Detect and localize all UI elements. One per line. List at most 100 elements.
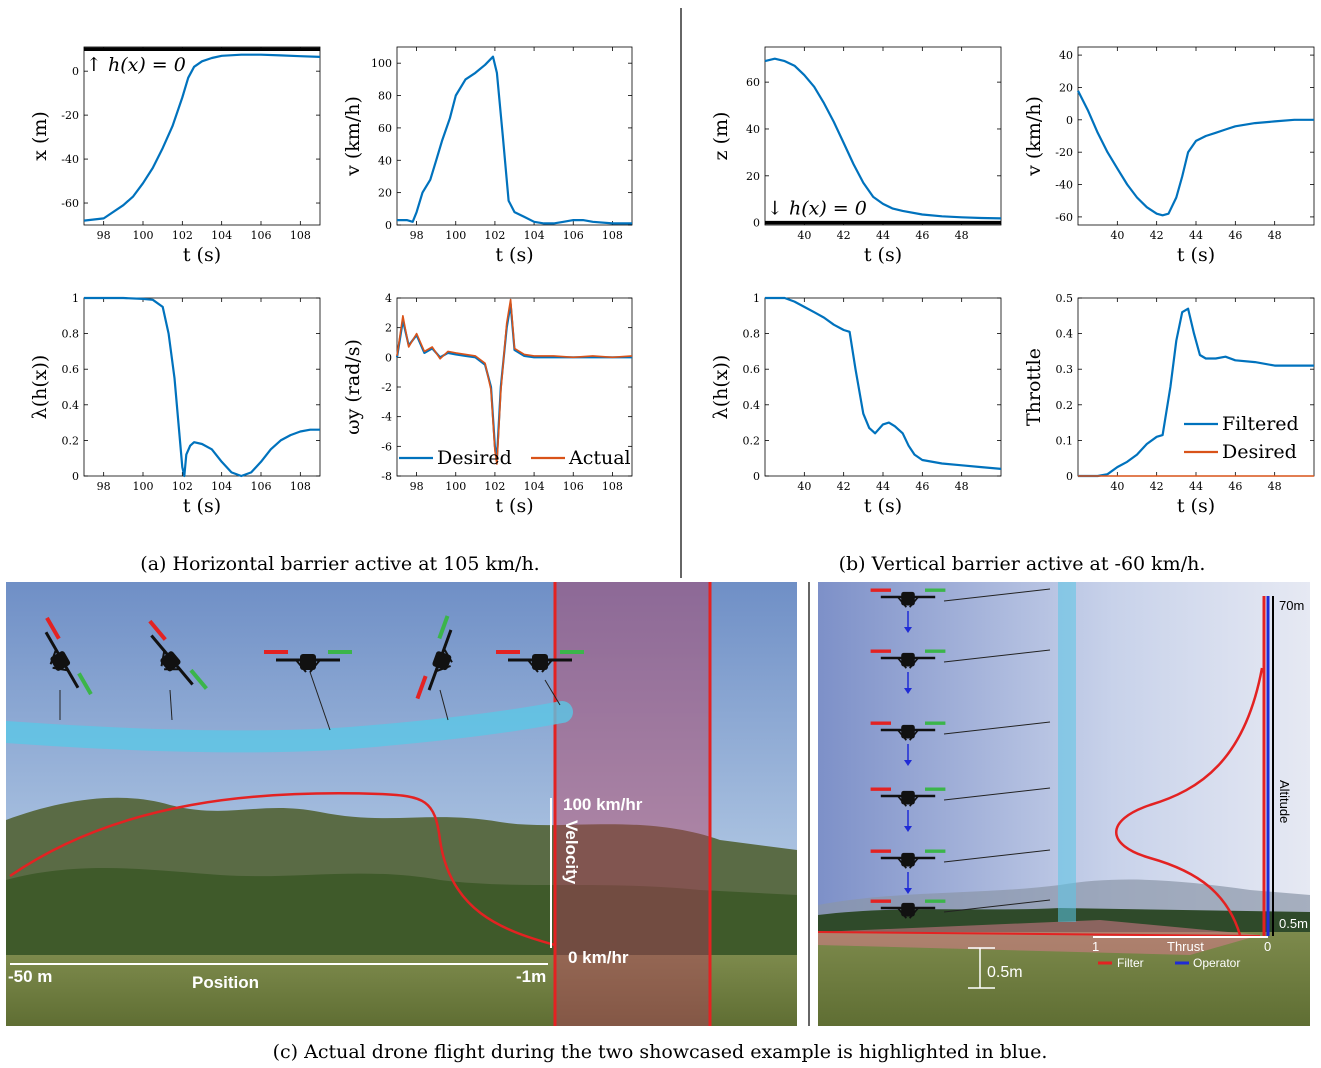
y-tick-label: -60 xyxy=(61,197,79,210)
x-tick-label: 98 xyxy=(410,480,424,493)
y-tick-label: 0.4 xyxy=(743,399,761,412)
x-tick-label: 46 xyxy=(915,229,929,242)
y-tick-label: 0.2 xyxy=(1056,399,1074,412)
velocity-bottom-label: 0 km/hr xyxy=(568,948,629,967)
y-tick-label: 0.6 xyxy=(743,363,761,376)
position-left-label: -50 m xyxy=(8,967,52,986)
x-tick-label: 102 xyxy=(172,480,193,493)
x-tick-label: 98 xyxy=(97,480,111,493)
x-tick-label: 46 xyxy=(1228,480,1242,493)
series-line-main xyxy=(1077,90,1314,217)
caption-b: (b) Vertical barrier active at -60 km/h. xyxy=(839,553,1206,575)
thrust-right-label: 0 xyxy=(1264,939,1271,954)
x-tick-label: 44 xyxy=(1189,480,1203,493)
series-line-filtered xyxy=(1078,307,1314,478)
x-tick-label: 44 xyxy=(876,480,890,493)
x-axis-label: t (s) xyxy=(495,244,533,266)
legend-filter-label: Filter xyxy=(1117,956,1144,970)
drone-icon xyxy=(870,588,946,608)
position-right-label: -1m xyxy=(516,967,546,986)
chart-b4-throttle: 40 42 44 46 48 0 0.1 0.2 0.3 0.4 0.5 t (s) Throttle F… xyxy=(1023,292,1315,517)
y-tick-label: 0.8 xyxy=(743,328,761,341)
drone-icon xyxy=(870,649,946,669)
y-tick-label: 80 xyxy=(378,90,392,103)
thrust-axis-label: Thrust xyxy=(1167,939,1204,954)
y-tick-label: 0.4 xyxy=(62,399,80,412)
x-tick-label: 104 xyxy=(211,480,232,493)
velocity-top-label: 100 km/hr xyxy=(563,795,643,814)
x-tick-label: 104 xyxy=(211,229,232,242)
y-tick-label: 0 xyxy=(72,65,79,78)
chart-b1-altitude: 40 42 44 46 48 0 20 40 60 t (s) z (m) ↓ h(x) = 0 xyxy=(710,46,1002,266)
y-tick-label: -40 xyxy=(61,153,79,166)
x-tick-label: 106 xyxy=(251,480,272,493)
y-tick-label: 20 xyxy=(1059,81,1073,94)
plot-frame xyxy=(1077,297,1315,477)
y-axis-label: ωy (rad/s) xyxy=(342,339,364,435)
plot-frame xyxy=(1077,46,1315,226)
series-line-actual xyxy=(396,298,633,465)
x-tick-label: 48 xyxy=(955,480,969,493)
y-tick-label: 40 xyxy=(378,154,392,167)
drone-icon xyxy=(870,849,946,869)
drone-icons-vertical xyxy=(870,588,1051,919)
y-axis-label: v (km/h) xyxy=(1023,96,1045,177)
y-tick-label: 0 xyxy=(753,470,760,483)
y-tick-label: -40 xyxy=(1055,179,1073,192)
plot-frame xyxy=(83,297,321,477)
x-tick-label: 48 xyxy=(955,229,969,242)
series-line-main xyxy=(84,296,320,478)
ground-height-label: 0.5m xyxy=(987,964,1023,981)
drone-icon xyxy=(148,619,208,690)
y-tick-label: 0.8 xyxy=(62,328,80,341)
chart-a4-angular-rate: 98 100 102 104 106 108 4 2 0 -2 -4 -6 -8 t (s) ωy (rad… xyxy=(342,292,633,517)
drone-icon xyxy=(870,899,946,919)
x-tick-label: 40 xyxy=(797,229,811,242)
x-tick-label: 46 xyxy=(915,480,929,493)
x-axis-label: t (s) xyxy=(864,244,902,266)
x-tick-label: 108 xyxy=(290,480,311,493)
x-tick-label: 42 xyxy=(1150,480,1164,493)
x-tick-label: 106 xyxy=(563,229,584,242)
y-tick-label: -4 xyxy=(381,411,392,424)
y-tick-label: 0 xyxy=(753,217,760,230)
x-tick-label: 48 xyxy=(1268,480,1282,493)
plot-frame xyxy=(83,46,321,226)
x-tick-label: 100 xyxy=(445,480,466,493)
x-tick-label: 44 xyxy=(876,229,890,242)
x-tick-label: 42 xyxy=(837,480,851,493)
caption-c: (c) Actual drone flight during the two s… xyxy=(273,1041,1048,1063)
y-axis-label: v (km/h) xyxy=(342,96,364,177)
altitude-top-label: 70m xyxy=(1279,598,1304,613)
y-tick-label: -6 xyxy=(381,440,392,453)
y-tick-label: 0 xyxy=(1066,114,1073,127)
drone-icon xyxy=(870,721,946,741)
y-axis-label: x (m) xyxy=(29,111,51,161)
y-tick-label: 60 xyxy=(746,76,760,89)
y-tick-label: 0.2 xyxy=(743,434,761,447)
x-tick-label: 100 xyxy=(133,480,154,493)
y-tick-label: 40 xyxy=(1059,49,1073,62)
y-tick-label: 100 xyxy=(371,57,392,70)
y-tick-label: 0.3 xyxy=(1056,363,1074,376)
photo-vertical-flight: 70m 0.5m Altitude 1 0 Thrust Filter Oper… xyxy=(818,582,1310,1026)
barrier-annotation: ↑ h(x) = 0 xyxy=(86,54,186,76)
x-tick-label: 42 xyxy=(837,229,851,242)
y-axis-label: λ(h(x)) xyxy=(710,355,732,420)
x-tick-label: 100 xyxy=(445,229,466,242)
series-line-main xyxy=(765,296,1002,470)
drone-icon xyxy=(870,787,946,807)
chart-b3-lambda: 40 42 44 46 48 0 0.2 0.4 0.6 0.8 1 t (s) λ(h(x)) xyxy=(710,292,1002,517)
y-tick-label: -60 xyxy=(1055,211,1073,224)
y-tick-label: 4 xyxy=(385,292,392,305)
y-tick-label: 1 xyxy=(753,292,760,305)
y-tick-label: 0.1 xyxy=(1056,434,1074,447)
legend-label: Filtered xyxy=(1222,413,1299,435)
x-tick-label: 40 xyxy=(1110,480,1124,493)
chart-b2-velocity: 40 42 44 46 48 40 20 0 -20 -40 -60 t (s) v (km/h) xyxy=(1023,46,1315,266)
legend-label: Actual xyxy=(568,447,631,469)
legend-label: Desired xyxy=(437,447,512,469)
x-tick-label: 102 xyxy=(172,229,193,242)
x-tick-label: 104 xyxy=(524,229,545,242)
